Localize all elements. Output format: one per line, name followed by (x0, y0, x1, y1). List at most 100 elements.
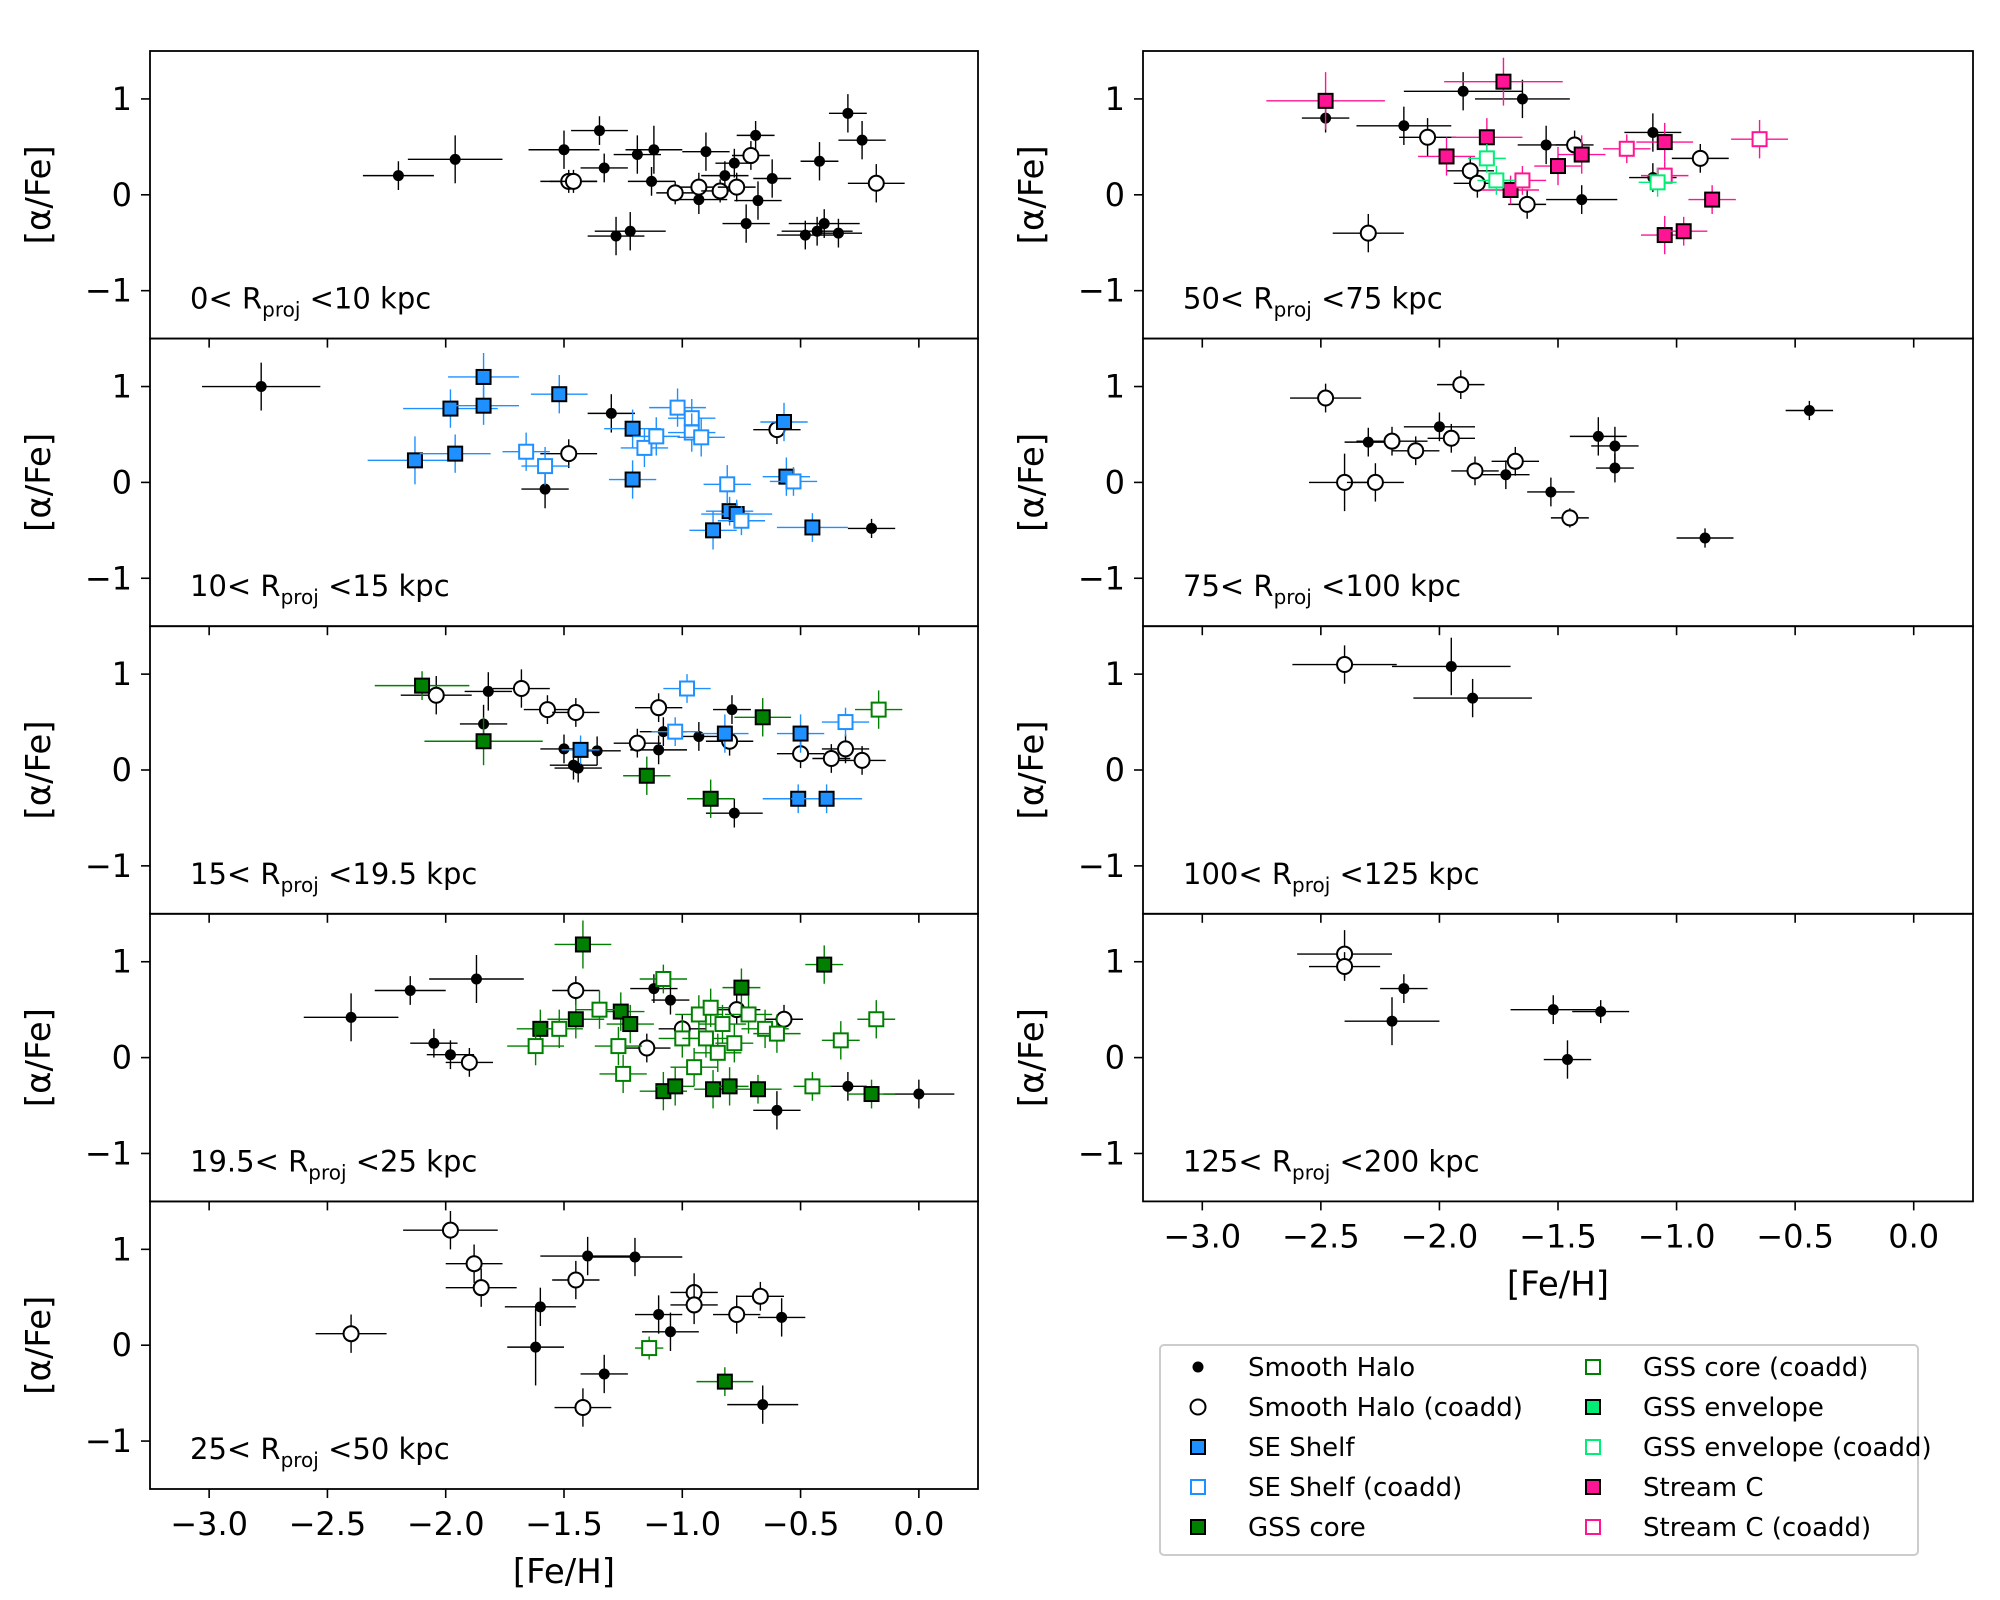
y-tick-label: 1 (1105, 80, 1125, 118)
panel-label-var: R (288, 1144, 308, 1178)
legend-label: Smooth Halo (coadd) (1248, 1393, 1523, 1423)
y-tick-label: 0 (1105, 1039, 1125, 1077)
marker-square (1514, 172, 1531, 189)
legend-label: GSS core (coadd) (1643, 1353, 1868, 1383)
data-point-smoothc (403, 1210, 498, 1250)
data-point-gssc (698, 1004, 747, 1044)
panel-label-sub: proj (1274, 298, 1312, 322)
marker-square (776, 414, 793, 431)
data-point-sc (1688, 185, 1736, 214)
marker-dot (558, 743, 570, 755)
data-point-smooth (528, 130, 600, 169)
marker-dot (631, 149, 643, 161)
marker-dot (856, 134, 868, 146)
panel-label-var: R (260, 1432, 280, 1466)
data-point-smooth (507, 1308, 564, 1386)
data-point-smoothc (821, 734, 870, 764)
panel-label-hi: <19.5 kpc (319, 857, 477, 891)
data-point-smoothc (1332, 213, 1404, 253)
data-point-gss (847, 1079, 896, 1109)
marker-dot (771, 1104, 783, 1116)
data-point-smoothc (656, 181, 695, 205)
legend-entry-scc: Stream C (coadd) (1585, 1513, 1871, 1543)
data-point-smooth (1595, 453, 1634, 483)
marker-dot (1803, 405, 1815, 416)
data-point-se (776, 714, 825, 753)
data-point-se (561, 735, 600, 765)
marker-square (705, 1081, 722, 1098)
marker-dot (470, 973, 482, 985)
legend-marker (1585, 1439, 1601, 1455)
data-point-gss (722, 968, 761, 1007)
data-point-smooth (625, 125, 683, 174)
data-point-smoothc (1392, 436, 1440, 466)
data-point-smooth (374, 976, 446, 1005)
data-point-gssc (682, 1019, 730, 1058)
data-point-smoothc (1437, 370, 1485, 399)
legend-entry-gssec: GSS envelope (coadd) (1585, 1433, 1932, 1463)
data-point-gss (639, 1071, 688, 1111)
y-tick-label: 1 (112, 80, 132, 118)
marker-square (1704, 191, 1721, 208)
data-point-smooth (202, 362, 321, 411)
marker-square (804, 519, 821, 536)
marker-dot (1647, 126, 1659, 138)
panel-p75-100: 1 0 −1 [α/Fe] 75< Rproj <100 kpc (1012, 337, 1974, 636)
data-point-smooth (594, 212, 666, 251)
data-point-smoothc (1309, 952, 1381, 981)
marker-dot (558, 144, 570, 156)
data-point-smooth (1413, 678, 1532, 718)
data-point-gssc (594, 1026, 643, 1066)
data-point-smooth (303, 993, 399, 1042)
marker-circle (775, 1010, 793, 1028)
marker-circle (1366, 473, 1384, 491)
panel-label: 125< Rproj <200 kpc (1183, 1144, 1480, 1184)
panel-p25-50: 1 0 −1 [α/Fe] −3.0 −2.5 −2.0 −1.5 −1.0 −0.5 0.0 [Fe… (19, 1200, 979, 1592)
marker-dot (1576, 194, 1588, 206)
panel-label-var: R (1253, 569, 1273, 603)
y-axis-title: [α/Fe] (1012, 145, 1052, 244)
y-tick-label: 1 (112, 368, 132, 406)
marker-circle (822, 749, 840, 767)
marker-circle (650, 699, 668, 717)
marker-square (655, 970, 672, 987)
marker-square (837, 714, 854, 731)
data-point-smooth (580, 153, 628, 183)
data-point-gss (597, 992, 645, 1031)
panel-label-hi: <125 kpc (1330, 857, 1479, 891)
data-point-se (367, 436, 463, 485)
marker-square (749, 1081, 766, 1098)
legend-label: SE Shelf (1248, 1433, 1355, 1463)
data-point-smooth (847, 518, 896, 539)
data-point-gssc (793, 1071, 832, 1101)
y-tick-label: 1 (112, 1230, 132, 1268)
marker-square (686, 1059, 703, 1076)
data-point-smooth (1510, 995, 1596, 1025)
data-point-gss (687, 779, 735, 818)
data-point-gssc (694, 1033, 742, 1072)
marker-dot (444, 1049, 456, 1061)
panel-label-hi: <15 kpc (319, 569, 450, 603)
x-tick-label: −2.0 (407, 1505, 485, 1543)
data-point-smooth (682, 132, 730, 171)
marker-square (615, 1065, 632, 1082)
data-point-smoothc (1292, 645, 1397, 684)
marker-dot (818, 218, 830, 230)
data-point-smooth (1676, 528, 1734, 548)
x-tick-label: −2.5 (289, 1505, 367, 1543)
marker-circle (728, 178, 746, 196)
data-point-smooth (1543, 1040, 1592, 1079)
marker-dot (664, 1326, 676, 1338)
marker-dot (700, 146, 712, 158)
y-axis-title: [α/Fe] (19, 1296, 59, 1395)
y-axis-title: [α/Fe] (19, 720, 59, 819)
data-point-sc (1636, 122, 1694, 162)
data-point-se (776, 513, 848, 542)
marker-dot (428, 1037, 440, 1049)
marker-square (638, 767, 655, 784)
marker-square (1502, 182, 1519, 199)
marker-square (818, 790, 835, 807)
data-point-sec (703, 465, 751, 504)
data-point-smoothc (400, 676, 472, 715)
data-point-gssec (1477, 166, 1516, 195)
